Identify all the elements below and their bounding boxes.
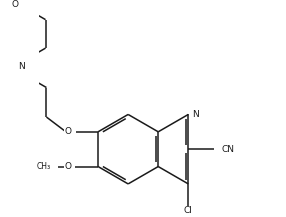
Text: CH₃: CH₃ xyxy=(36,162,50,171)
Text: O: O xyxy=(11,0,18,9)
Text: O: O xyxy=(64,127,71,136)
Text: Cl: Cl xyxy=(184,206,193,215)
Text: N: N xyxy=(18,62,25,71)
Text: O: O xyxy=(64,162,71,171)
Text: CN: CN xyxy=(221,145,234,154)
Text: N: N xyxy=(192,110,198,119)
